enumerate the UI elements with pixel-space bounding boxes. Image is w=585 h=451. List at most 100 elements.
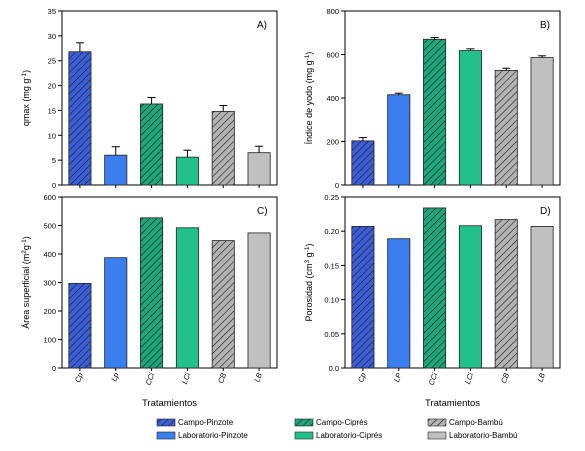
x-tick-label: LCi — [180, 371, 192, 385]
y-tick-label: 10 — [48, 131, 56, 140]
bar-Lp — [104, 257, 128, 369]
y-tick-label: 600 — [326, 51, 339, 60]
plot-frame — [61, 196, 278, 369]
y-tick-label: 600 — [43, 193, 56, 202]
legend-item: Campo-Ciprés — [294, 418, 368, 427]
bar-LCi — [175, 227, 199, 369]
legend-item: Campo-Pinzote — [156, 418, 234, 427]
legend-swatch — [427, 418, 447, 427]
y-tick-label: 0 — [335, 181, 339, 190]
legend-label: Laboratorio-Pinzote — [178, 431, 248, 440]
plot-frame — [61, 10, 278, 186]
chart-panel-3: 0 100 200 300 400 500 600 Cp Lp CCi LCi CB LB C) Área … — [21, 193, 278, 409]
y-tick-label: 0.10 — [324, 296, 339, 305]
x-tick-label: Cp — [73, 372, 85, 384]
y-tick-label: 20 — [48, 82, 56, 91]
bar-Lp — [387, 94, 411, 186]
y-axis-label: qmax (mg g-1) — [21, 70, 31, 126]
y-tick-label: 0.20 — [324, 227, 339, 236]
y-tick-label: 0.25 — [324, 193, 339, 202]
bar-LCi — [458, 50, 482, 186]
bar-LCi — [175, 156, 199, 186]
y-tick-label: 300 — [43, 279, 56, 288]
x-tick-label: CB — [216, 372, 228, 385]
bar-CB — [211, 111, 235, 186]
y-tick-label: 5 — [52, 156, 56, 165]
bar-CCi — [140, 103, 164, 186]
y-axis-label: Índice de yodo (mg g-1) — [304, 52, 314, 145]
y-tick-label: 0 — [52, 364, 56, 373]
legend-swatch — [294, 418, 314, 427]
x-tick-label: CCi — [427, 371, 440, 386]
bar-CB — [211, 240, 235, 369]
legend-label: Campo-Bambú — [449, 418, 503, 427]
chart-panel-4: 0.0 0.05 0.10 0.15 0.20 0.25 Cp LP CCi LCi CB LB D) P… — [304, 193, 561, 409]
y-tick-label: 0.0 — [329, 364, 339, 373]
bar-Cp — [351, 226, 375, 369]
bar-LB — [247, 152, 271, 186]
x-tick-label: CCi — [144, 371, 157, 386]
bar-Lp — [104, 154, 128, 186]
y-tick-label: 35 — [48, 7, 56, 16]
y-tick-label: 200 — [43, 307, 56, 316]
bar-LP — [387, 238, 411, 369]
y-tick-label: 0 — [52, 181, 56, 190]
x-tick-label: LB — [535, 372, 547, 384]
bar-CB — [494, 69, 518, 186]
legend-item: Laboratorio-Ciprés — [294, 431, 382, 440]
y-tick-label: 0.15 — [324, 261, 339, 270]
bar-CCi — [140, 217, 164, 369]
legend-item: Laboratorio-Bambú — [427, 431, 517, 440]
x-axis-label: Tratamientos — [142, 398, 197, 409]
x-tick-label: LB — [252, 372, 264, 384]
legend-label: Laboratorio-Bambú — [449, 431, 517, 440]
bar-Cp — [68, 282, 92, 369]
legend-label: Laboratorio-Ciprés — [316, 431, 382, 440]
bar-LCi — [458, 225, 482, 369]
x-tick-label: LCi — [463, 371, 475, 385]
bar-CCi — [423, 207, 447, 369]
chart-panel-2: 0 200 400 600 800 B) Índice de yodo (mg g-1) — [304, 7, 561, 190]
plot-frame — [344, 196, 561, 369]
y-tick-label: 30 — [48, 32, 56, 41]
chart-panel-1: 0 5 10 15 20 25 30 35 A) qmax (mg g-1) — [21, 7, 278, 190]
y-tick-label: 200 — [326, 138, 339, 147]
bar-Cp — [351, 140, 375, 186]
x-tick-label: CB — [499, 372, 511, 385]
legend-item: Campo-Bambú — [427, 418, 503, 427]
legend-item: Laboratorio-Pinzote — [156, 431, 248, 440]
legend-swatch — [427, 431, 447, 440]
panel-label: B) — [540, 20, 550, 31]
y-tick-label: 800 — [326, 7, 339, 16]
legend-label: Campo-Pinzote — [178, 418, 234, 427]
bar-LB — [530, 226, 554, 369]
legend: Campo-Pinzote Laboratorio-Pinzote Campo-Ci… — [156, 418, 517, 440]
y-axis-label: Porosidad (cm3 g-1) — [304, 244, 314, 322]
bar-LB — [247, 232, 271, 369]
bar-Cp — [68, 51, 92, 186]
panel-label: D) — [540, 206, 551, 217]
x-axis-label: Tratamientos — [425, 398, 480, 409]
y-tick-label: 400 — [326, 94, 339, 103]
x-tick-label: Cp — [356, 372, 368, 384]
plot-frame — [344, 10, 561, 186]
bar-CCi — [423, 38, 447, 186]
y-tick-label: 0.05 — [324, 330, 339, 339]
legend-swatch — [156, 431, 176, 440]
panel-label: C) — [257, 206, 268, 217]
y-tick-label: 500 — [43, 222, 56, 231]
x-tick-label: LP — [392, 372, 404, 384]
bar-LB — [530, 57, 554, 186]
y-tick-label: 15 — [48, 106, 56, 115]
y-tick-label: 25 — [48, 57, 56, 66]
bar-CB — [494, 219, 518, 369]
legend-swatch — [156, 418, 176, 427]
panel-label: A) — [257, 20, 267, 31]
y-tick-label: 100 — [43, 336, 56, 345]
legend-label: Campo-Ciprés — [316, 418, 368, 427]
x-tick-label: Lp — [109, 372, 120, 383]
legend-swatch — [294, 431, 314, 440]
y-tick-label: 400 — [43, 250, 56, 259]
y-axis-label: Área superficial (m2g-1) — [21, 236, 31, 328]
